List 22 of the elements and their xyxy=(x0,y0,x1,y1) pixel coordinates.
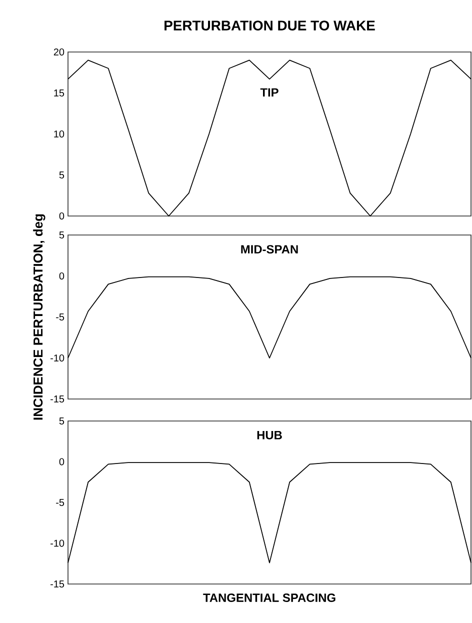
y-axis-title: INCIDENCE PERTURBATION, deg xyxy=(33,214,46,420)
y-tick-label: 0 xyxy=(59,458,64,466)
y-tick-label: 15 xyxy=(54,90,64,96)
y-tick-label: -15 xyxy=(50,396,64,402)
y-tick-label: -10 xyxy=(50,354,64,362)
y-tick-label: 20 xyxy=(54,48,64,56)
annotation: MID-SPAN xyxy=(241,245,298,254)
y-tick-label: 0 xyxy=(59,272,64,280)
y-tick-label: -5 xyxy=(56,314,64,320)
y-tick-label: 0 xyxy=(59,212,64,220)
y-tick-label: 10 xyxy=(54,130,64,138)
y-tick-label: -15 xyxy=(50,580,64,588)
chart-title: PERTURBATION DUE TO WAKE xyxy=(164,20,375,30)
y-tick-label: -10 xyxy=(50,540,64,547)
annotation: TIP xyxy=(260,88,278,97)
y-tick-label: 5 xyxy=(59,172,64,178)
y-tick-label: 5 xyxy=(59,418,64,424)
line-series xyxy=(68,60,472,216)
y-tick-label: -5 xyxy=(56,499,64,506)
y-tick-label: 5 xyxy=(59,232,64,238)
annotation: HUB xyxy=(257,431,282,440)
x-axis-title: TANGENTIAL SPACING xyxy=(203,594,336,602)
